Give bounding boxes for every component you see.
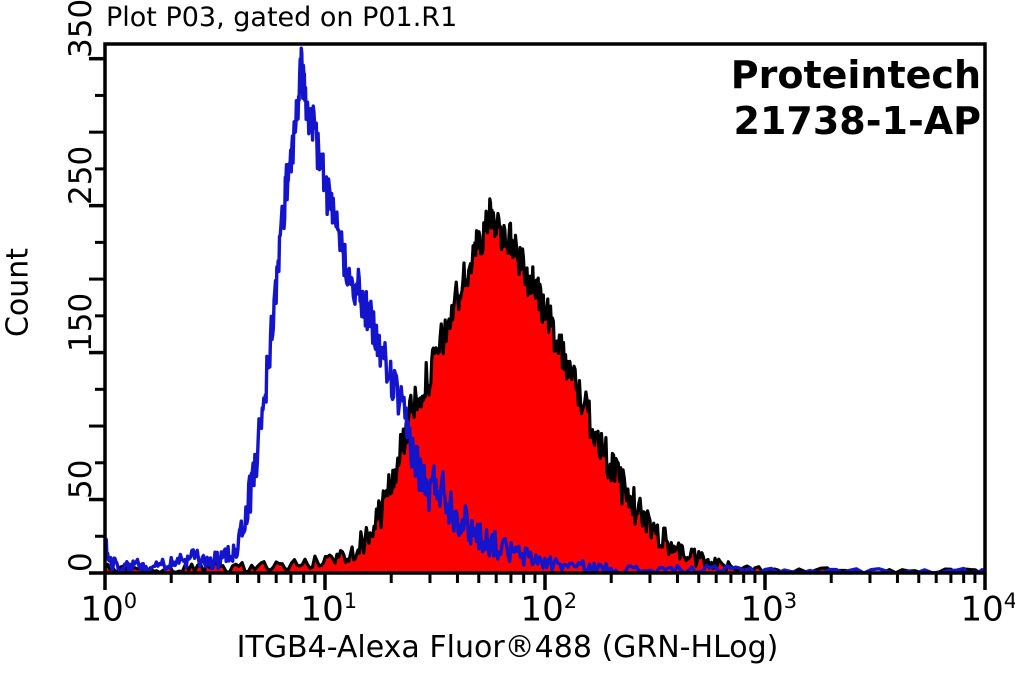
control-histogram-line — [105, 46, 985, 573]
x-tick-mantissa: 10 — [740, 589, 784, 630]
x-tick-mantissa: 10 — [520, 589, 564, 630]
y-axis-label: Count — [0, 247, 36, 338]
x-tick-exponent: 0 — [123, 589, 138, 613]
x-tick-exponent: 4 — [1003, 589, 1015, 613]
watermark: Proteintech 21738-1-AP — [731, 52, 981, 145]
x-tick-label-1e2: 102 — [521, 589, 578, 629]
x-tick-mantissa: 10 — [960, 589, 1004, 630]
x-tick-mantissa: 10 — [80, 589, 124, 630]
watermark-brand: Proteintech — [730, 53, 981, 97]
x-tick-exponent: 1 — [343, 589, 358, 613]
sample-histogram-fill — [105, 198, 985, 573]
x-tick-label-1e0: 100 — [81, 589, 138, 629]
sample-histogram-outline — [105, 197, 985, 573]
x-axis-label: ITGB4-Alexa Fluor®488 (GRN-HLog) — [236, 630, 779, 665]
x-tick-mantissa: 10 — [300, 589, 344, 630]
x-tick-label-1e3: 103 — [741, 589, 798, 629]
plot-title: Plot P03, gated on P01.R1 — [106, 2, 458, 33]
x-tick-label-1e4: 104 — [961, 589, 1015, 629]
x-tick-exponent: 2 — [563, 589, 578, 613]
x-tick-exponent: 3 — [783, 589, 798, 613]
x-tick-label-1e1: 101 — [301, 589, 358, 629]
series-group — [105, 46, 985, 573]
watermark-catalog: 21738-1-AP — [733, 99, 981, 144]
